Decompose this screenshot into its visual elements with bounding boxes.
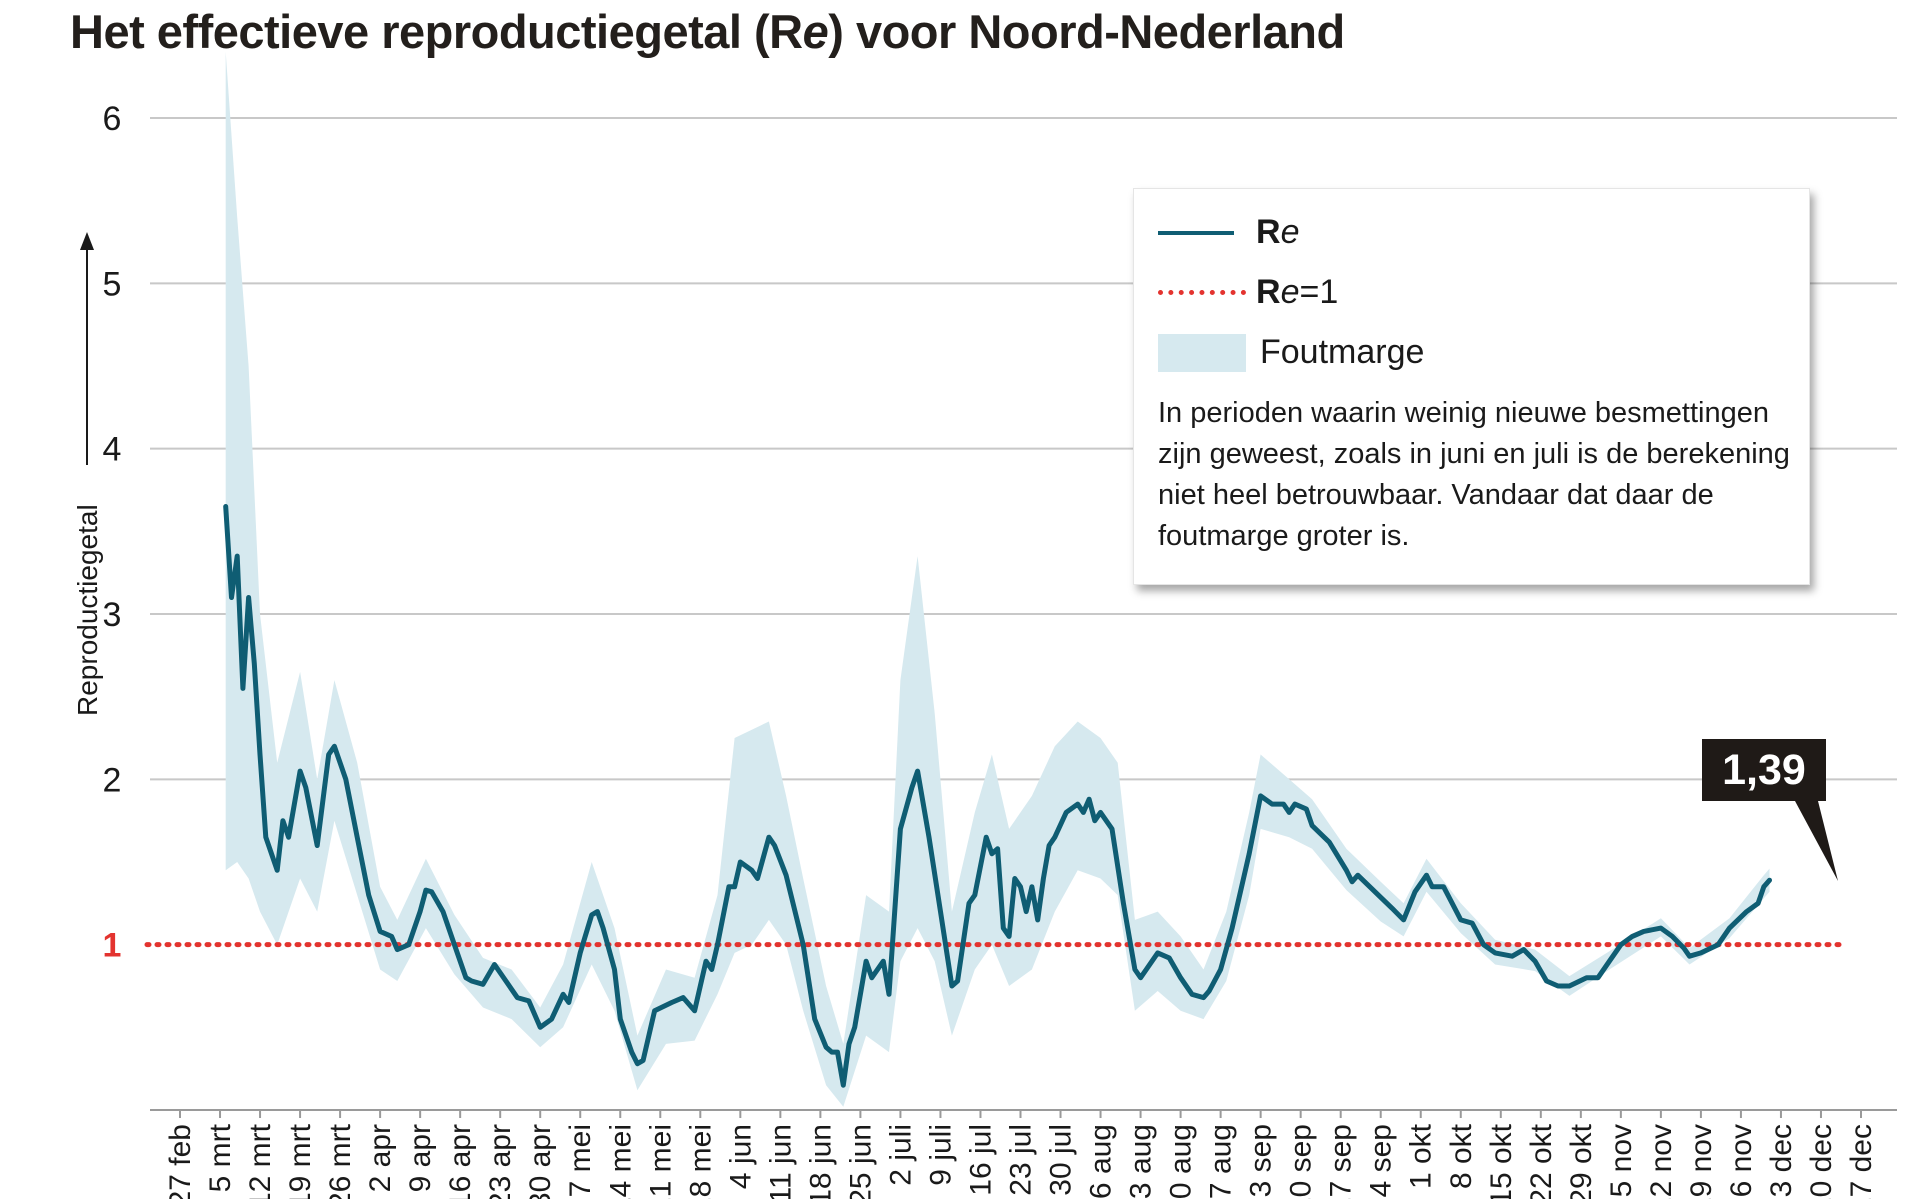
x-tick-label: 18 jun [804,1124,837,1199]
re-series-line [223,504,1772,1088]
x-tick-label: 12 nov [1645,1124,1678,1199]
y-tick-label: 3 [103,596,122,634]
x-tick-label: 6 aug [1085,1124,1118,1199]
x-tick-label: 17 dec [1845,1124,1878,1199]
legend-band-swatch [1158,333,1246,372]
legend-item-ref: Re=1 [1158,273,1338,312]
x-tick-label: 16 apr [444,1124,477,1199]
legend-item-band: Foutmarge [1158,333,1424,372]
x-tick-label: 30 jul [1045,1124,1078,1196]
re-line [223,504,1772,1088]
x-tick-label: 14 mei [604,1124,637,1199]
legend-band-label: Foutmarge [1260,333,1425,371]
legend-line-swatch [1158,230,1234,235]
callout-pointer [1795,801,1838,881]
x-tick-label: 20 aug [1165,1124,1198,1199]
legend-item-re: Re [1158,213,1299,252]
x-tick-label: 7 mei [564,1124,597,1197]
y-tick-label: 1 [103,927,122,965]
x-tick-label: 23 jul [1005,1124,1038,1196]
legend-re-label: Re [1256,213,1300,251]
x-tick-label: 1 okt [1405,1123,1438,1189]
x-tick-label: 19 nov [1685,1124,1718,1199]
x-tick-label: 26 mrt [324,1123,357,1199]
x-tick-label: 10 dec [1805,1124,1838,1199]
x-tick-label: 15 okt [1485,1123,1518,1199]
value-callout: 1,39 [1702,739,1826,801]
x-tick-label: 27 aug [1205,1124,1238,1199]
y-tick-label: 5 [103,265,122,303]
error-band [225,51,1770,1107]
y-axis-arrow [80,232,94,465]
x-tick-label: 5 nov [1605,1124,1638,1197]
x-tick-label: 3 dec [1765,1124,1798,1197]
x-tick-label: 23 apr [484,1124,517,1199]
legend-ref-label: Re=1 [1256,273,1339,311]
x-tick-label: 19 mrt [284,1123,317,1199]
y-axis-label: Reproductiegetal [72,504,103,716]
x-tick-label: 4 jun [724,1124,757,1189]
x-tick-label: 9 apr [404,1124,437,1192]
x-tick-label: 17 sep [1325,1124,1358,1199]
legend-box: Re Re=1 Foutmarge In perioden waarin wei… [1133,188,1810,585]
x-tick-label: 12 mrt [244,1123,277,1199]
x-tick-label: 11 jun [764,1124,797,1199]
x-tick-label: 25 jun [844,1124,877,1199]
x-tick-label: 22 okt [1525,1123,1558,1199]
x-tick-label: 16 jul [965,1124,998,1196]
x-tick-label: 21 mei [644,1124,677,1199]
y-tick-label: 6 [103,100,122,138]
legend-dotted-swatch [1158,290,1246,295]
x-tick-label: 26 nov [1725,1124,1758,1199]
x-tick-label: 2 apr [364,1124,397,1192]
x-tick-label: 30 apr [524,1124,557,1199]
x-axis-ticks: 27 feb 5 mrt 12 mrt 19 mrt 26 mrt 2 apr 9 apr 1… [164,1110,1878,1199]
foutmarge-band [225,51,1770,1107]
x-tick-label: 9 juli [925,1124,958,1186]
y-axis-ticks: 1 2 3 4 5 6 [103,100,122,965]
x-tick-label: 5 mrt [204,1123,237,1192]
x-tick-label: 8 okt [1445,1123,1478,1189]
x-tick-label: 28 mei [684,1124,717,1199]
x-tick-label: 27 feb [164,1124,197,1199]
x-tick-label: 13 aug [1125,1124,1158,1199]
legend-note: In perioden waarin weinig nieuwe besmett… [1158,397,1790,552]
y-tick-label: 2 [103,761,122,799]
x-tick-label: 2 juli [884,1124,917,1186]
x-tick-label: 29 okt [1565,1123,1598,1199]
x-tick-label: 24 sep [1365,1124,1398,1199]
y-tick-label: 4 [103,431,122,469]
x-tick-label: 10 sep [1285,1124,1318,1199]
chart-title: Het effectieve reproductiegetal (Re) voo… [70,5,1345,58]
x-tick-label: 3 sep [1245,1124,1278,1197]
